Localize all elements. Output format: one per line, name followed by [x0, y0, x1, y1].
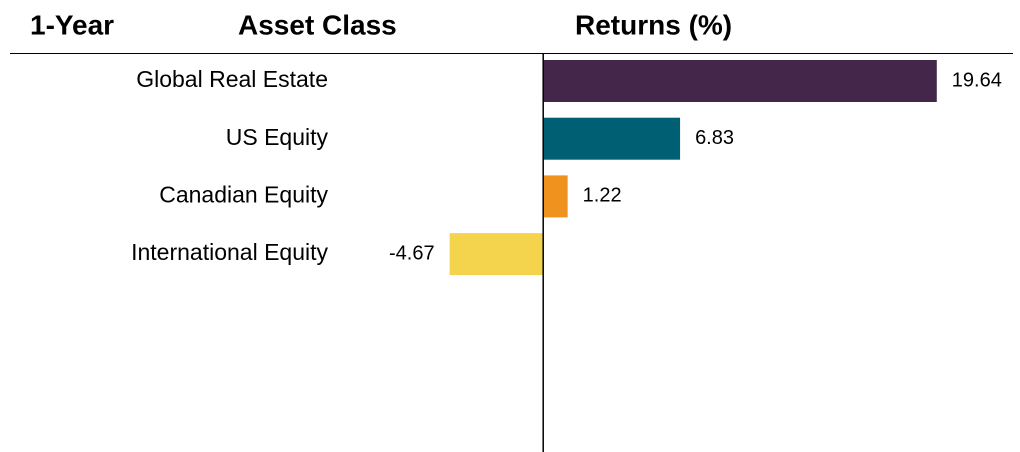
bar: [449, 233, 544, 276]
category-label: Canadian Equity: [159, 181, 328, 207]
category-label: Global Real Estate: [136, 66, 328, 92]
bar: [543, 117, 681, 160]
bar: [543, 175, 568, 218]
value-label: -4.67: [389, 242, 435, 264]
category-label: US Equity: [226, 124, 329, 150]
header: Returns (%): [575, 9, 732, 40]
category-label: International Equity: [131, 239, 328, 265]
header: 1-Year: [30, 9, 114, 40]
value-label: 1.22: [583, 185, 622, 207]
value-label: 19.64: [952, 69, 1002, 91]
value-label: 6.83: [695, 127, 734, 149]
bar: [543, 60, 937, 102]
header: Asset Class: [238, 9, 397, 40]
